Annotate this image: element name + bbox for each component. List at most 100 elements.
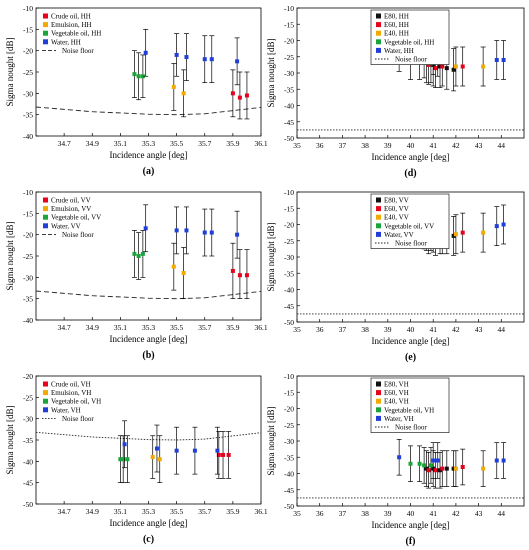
y-tick-label: -45 [23,479,33,488]
y-tick-label: -30 [23,415,33,424]
point-marker [435,458,440,463]
x-tick-label: 35.7 [198,323,211,332]
x-axis-label: Incidence angle [deg] [372,336,450,346]
legend-label: Crude oil, HH [51,13,91,21]
y-tick-label: -30 [284,253,294,262]
data-point [501,204,507,245]
legend-swatch [43,381,48,387]
x-tick-label: 34.7 [58,323,71,332]
point-marker [440,466,445,471]
legend-label: E40, HH [384,30,409,38]
panel-label: (d) [404,168,416,179]
legend-swatch [376,206,381,212]
y-tick-label: -30 [23,89,33,98]
point-marker [428,463,433,468]
point-marker [202,230,207,235]
panel-label: (f) [406,536,416,547]
data-point [216,431,222,479]
legend-label: E60, VH [384,389,409,397]
point-marker [226,452,231,457]
legend-swatch [43,22,48,28]
point-marker [438,64,443,69]
data-point [480,46,486,87]
legend-swatch [43,39,48,45]
x-tick-label: 36.1 [254,139,267,148]
legend-label: Water, VH [51,406,81,414]
legend-swatch [376,22,381,28]
point-marker [235,59,240,64]
y-tick-label: -20 [284,221,294,230]
data-point [460,448,466,486]
data-point [430,442,436,479]
legend-label: Crude oil, VV [51,197,91,205]
data-point [209,35,215,84]
y-tick-label: -35 [284,453,294,462]
legend-swatch [376,214,381,220]
noise-floor-line [35,106,262,116]
y-axis-label: Sigma nought [dB] [266,222,276,291]
legend-box [370,377,450,433]
x-tick-label: 40 [407,325,415,334]
data-point [501,442,507,479]
data-point [480,212,486,253]
point-marker [444,466,449,471]
legend-swatch [43,214,48,220]
legend-swatch [376,30,381,36]
point-marker [184,55,189,60]
point-marker [422,463,427,468]
x-tick-label: 41 [429,141,437,150]
data-point [417,445,423,482]
y-tick-label: -25 [284,421,294,430]
data-point [192,426,198,475]
point-marker [143,50,148,55]
x-tick-label: 35.3 [142,323,155,332]
legend-label: Emulsion, VH [51,389,91,397]
data-point [209,208,215,257]
point-marker [221,452,226,457]
data-point [396,439,402,476]
data-point [501,40,507,80]
x-axis-label: Incidence angle [deg] [110,334,188,344]
point-marker [181,271,186,276]
x-tick-label: 42 [452,509,460,518]
x-tick-label: 35.3 [142,139,155,148]
x-tick-label: 35 [293,509,301,518]
data-point [234,210,240,259]
legend-label: E60, VV [384,205,409,213]
y-tick-label: -40 [23,457,33,466]
y-tick-label: -35 [23,111,33,120]
data-point [426,452,432,489]
y-tick-label: -45 [284,118,294,127]
legend-swatch [43,197,48,203]
point-marker [125,457,130,462]
point-marker [140,251,145,256]
legend-label: E80, VV [384,197,409,205]
y-tick-label: -50 [23,500,33,509]
data-point [244,249,250,300]
point-marker [417,461,422,466]
legend-label: Vegetable oil, HH [51,30,101,38]
data-point [174,33,180,77]
x-tick-label: 40 [407,141,415,150]
x-tick-label: 43 [475,509,483,518]
data-point [181,247,187,300]
data-point [154,424,160,473]
panel-b: -40 -35 -30 -25 -20 -15 -10 34.7 34.9 35.1 35.3 35.… [5,188,268,361]
panel-label: (c) [143,534,154,545]
point-marker [215,448,220,453]
data-point [439,450,445,487]
data-point [237,71,243,120]
point-marker [121,457,126,462]
legend-label: Noise floor [395,240,427,248]
legend-swatch [43,13,48,19]
legend-label: Noise floor [62,47,94,55]
y-tick-label: -10 [23,4,33,13]
x-tick-label: 34.7 [58,139,71,148]
point-marker [453,466,458,471]
point-marker [451,466,456,471]
y-tick-label: -15 [284,204,294,213]
legend-label: Emulsion, VV [51,205,91,213]
panel-f: -50 -45 -40 -35 -30 -25 -20 -15 -10 35 36 37 38 39 40 4… [266,372,525,547]
legend-box [370,9,450,65]
